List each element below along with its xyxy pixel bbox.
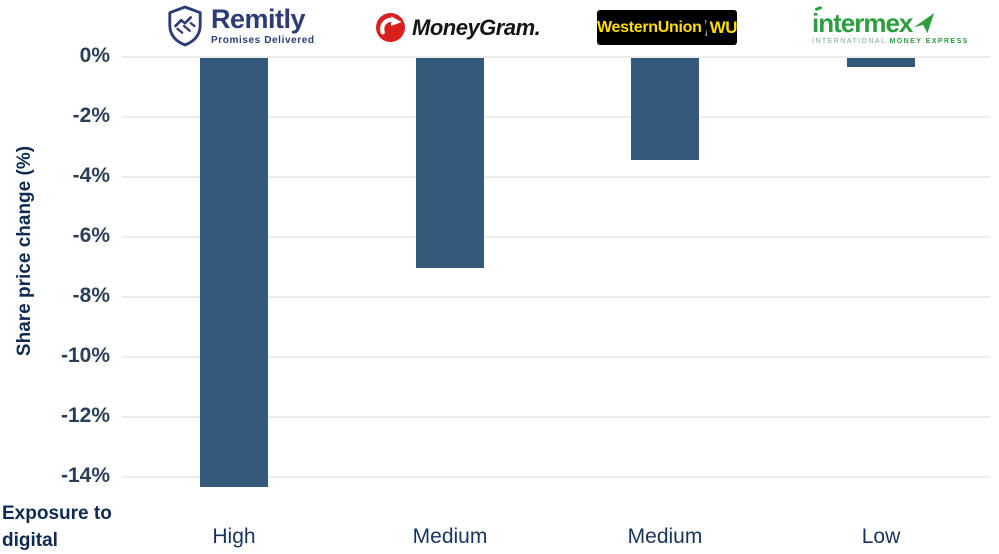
bar-western-union [631,58,699,160]
y-tick-label: -14% [60,464,110,487]
moneygram-globe-arrow-icon [376,13,405,42]
category-label-intermex: Low [861,525,901,548]
remitly-shield-handshake-icon [168,5,202,47]
moneygram-logo: MoneyGram. [376,13,541,42]
gridline-0% [122,56,990,58]
y-tick-label: -12% [60,404,110,427]
intermex-logo: intermex INTERNATIONAL MONEY EXPRESS [812,5,969,45]
x-axis-title-line1: Exposure to [2,503,112,524]
gridline--2% [122,116,990,118]
bar-moneygram [416,58,484,268]
remitly-logo: Remitly Promises Delivered [166,5,315,47]
gridline--8% [122,296,990,298]
gridline--6% [122,236,990,238]
intermex-wordmark: intermex [812,8,913,38]
y-tick-label: -2% [72,104,110,127]
category-label-remitly: High [212,525,256,548]
y-tick-label: 0% [79,44,110,67]
intermex-arrow-icon [914,13,935,34]
bar-intermex [847,58,915,67]
x-axis-title-line2: digital [2,530,58,551]
intermex-subtitle: INTERNATIONAL MONEY EXPRESS [812,38,969,45]
moneygram-wordmark: MoneyGram. [412,14,541,40]
category-label-moneygram: Medium [412,525,488,548]
gridline--14% [122,476,990,478]
remitly-wordmark: Remitly [211,4,306,34]
x-axis-title: Exposure to digital [2,500,112,554]
gridline--10% [122,356,990,358]
category-label-western-union: Medium [627,525,703,548]
western-union-hatch-icon [704,19,707,36]
gridline--12% [122,416,990,418]
y-tick-label: -6% [72,224,110,247]
y-axis-title: Share price change (%) [14,145,35,357]
gridline--4% [122,176,990,178]
y-tick-label: -10% [60,344,110,367]
bar-remitly [200,58,268,487]
y-tick-label: -4% [72,164,110,187]
western-union-wordmark: WesternUnion [597,18,702,36]
y-tick-label: -8% [72,284,110,307]
western-union-logo: WesternUnion WU [597,10,738,45]
remitly-tagline: Promises Delivered [211,35,315,46]
western-union-wu-mark: WU [709,17,738,37]
